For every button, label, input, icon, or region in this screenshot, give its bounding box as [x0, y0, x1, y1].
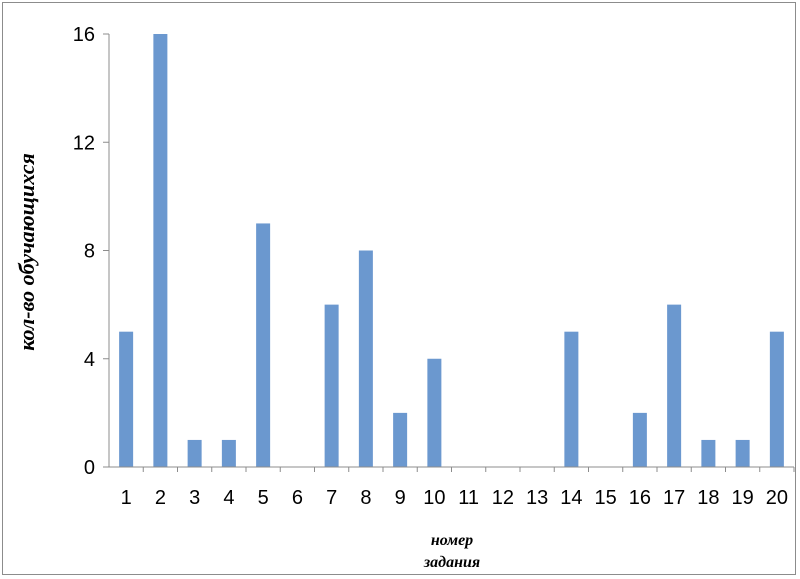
y-tick-labels: 0 4 8 12 16 — [73, 24, 109, 479]
y-tick-label: 12 — [73, 132, 95, 154]
x-tick-label: 9 — [395, 487, 406, 509]
x-tick-label: 11 — [458, 487, 479, 509]
y-tick-label: 0 — [84, 457, 95, 479]
bar-14 — [564, 331, 579, 467]
bar-18 — [701, 439, 716, 467]
x-tick-label: 3 — [189, 487, 200, 509]
x-axis-title-line1: номер — [431, 532, 473, 549]
x-tick-label: 17 — [663, 487, 685, 509]
y-tick-label: 8 — [84, 241, 95, 263]
x-tick-label: 12 — [492, 487, 514, 509]
x-tick-label: 20 — [766, 487, 788, 509]
x-tick-label: 19 — [732, 487, 754, 509]
x-tick-labels: 1 2 3 4 5 6 7 8 9 10 11 12 13 14 15 16 17 18 19 20 — [121, 467, 795, 509]
bar-19 — [735, 439, 750, 467]
bar-2 — [153, 34, 168, 467]
x-tick-label: 8 — [360, 487, 371, 509]
y-axis-title: кол-во обучающихся — [14, 153, 39, 351]
bar-1 — [119, 331, 134, 467]
x-tick-label: 1 — [121, 487, 132, 509]
bar-9 — [393, 412, 408, 467]
y-tick-label: 4 — [84, 349, 95, 371]
bar-16 — [632, 412, 647, 467]
bar-8 — [358, 250, 373, 467]
bar-5 — [256, 223, 271, 467]
bars — [119, 34, 784, 467]
bar-3 — [187, 439, 202, 467]
x-tick-label: 13 — [526, 487, 548, 509]
y-tick-label: 16 — [73, 24, 95, 46]
x-axis-title-line2: задания — [423, 554, 480, 571]
x-tick-label: 5 — [258, 487, 269, 509]
x-tick-label: 18 — [697, 487, 719, 509]
x-tick-label: 15 — [595, 487, 617, 509]
x-tick-label: 2 — [155, 487, 166, 509]
x-tick-label: 6 — [292, 487, 303, 509]
bar-7 — [324, 304, 339, 467]
bar-20 — [769, 331, 784, 467]
x-tick-label: 4 — [223, 487, 234, 509]
x-tick-label: 7 — [326, 487, 337, 509]
bar-10 — [427, 358, 442, 467]
bar-4 — [221, 439, 236, 467]
x-tick-label: 16 — [629, 487, 651, 509]
bar-17 — [667, 304, 682, 467]
x-tick-label: 10 — [423, 487, 445, 509]
x-tick-label: 14 — [560, 487, 582, 509]
